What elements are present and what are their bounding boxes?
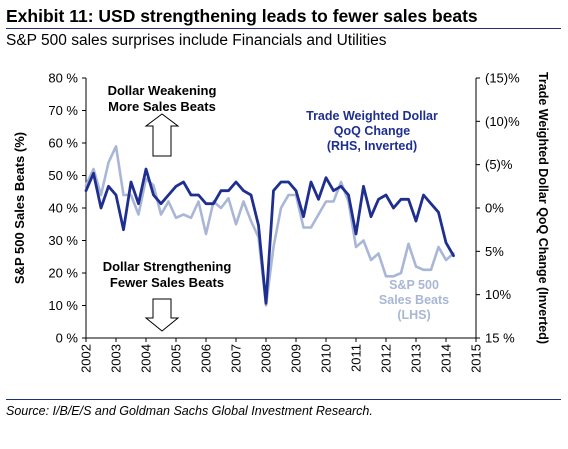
x-tick-label: 2004	[139, 344, 154, 373]
left-tick-label: 0 %	[56, 331, 79, 346]
sp500-sales-beats-line	[84, 145, 455, 307]
left-tick-label: 30 %	[48, 233, 78, 248]
up-arrow-icon	[144, 113, 180, 157]
right-axis-ticks: 15 % 10% 5% 0% (5)% (10)% (15)%	[476, 71, 520, 346]
x-tick-label: 2015	[469, 344, 484, 373]
sp-series-label: S&P 500 Sales Beats (LHS)	[379, 278, 449, 322]
left-tick-label: 70 %	[48, 103, 78, 118]
right-tick-label: (10)%	[485, 114, 520, 129]
left-tick-label: 40 %	[48, 201, 78, 216]
trade-label-line-1: Trade Weighted Dollar	[306, 109, 438, 123]
chart-subtitle: S&P 500 sales surprises include Financia…	[6, 32, 387, 49]
x-tick-label: 2002	[79, 344, 94, 373]
x-tick-label: 2010	[319, 344, 334, 373]
left-tick-label: 10 %	[48, 298, 78, 313]
right-axis-title: Trade Weighted Dollar QoQ Change (Invert…	[536, 72, 550, 344]
sp-label-line-3: (LHS)	[397, 308, 430, 322]
left-tick-label: 20 %	[48, 266, 78, 281]
weakening-line-2: More Sales Beats	[108, 99, 216, 114]
right-tick-label: 0%	[485, 201, 504, 216]
sp-label-line-2: Sales Beats	[379, 293, 449, 307]
trade-series-label: Trade Weighted Dollar QoQ Change (RHS, I…	[306, 109, 438, 153]
right-tick-label: (5)%	[485, 157, 513, 172]
strengthening-annotation: Dollar Strengthening Fewer Sales Beats	[103, 259, 232, 332]
x-axis-ticks: 2002 2003 2004 2005 2006 2007 2008 2009 2010 2011…	[79, 338, 484, 373]
chart-area: 0 % 10 % 20 % 30 % 40 % 50 % 60 % 70 % 80 % 15 %…	[12, 71, 550, 373]
x-tick-label: 2005	[169, 344, 184, 373]
trade-label-line-3: (RHS, Inverted)	[327, 139, 417, 153]
left-tick-label: 50 %	[48, 168, 78, 183]
sp-label-line-1: S&P 500	[389, 278, 439, 292]
x-tick-label: 2012	[379, 344, 394, 373]
left-tick-label: 60 %	[48, 136, 78, 151]
right-tick-label: 10%	[485, 287, 511, 302]
x-tick-label: 2009	[289, 344, 304, 373]
x-tick-label: 2014	[439, 344, 454, 373]
x-tick-label: 2008	[259, 344, 274, 373]
x-tick-label: 2007	[229, 344, 244, 373]
right-tick-label: 15 %	[485, 331, 515, 346]
right-tick-label: 5%	[485, 244, 504, 259]
x-tick-label: 2011	[349, 344, 364, 372]
left-tick-label: 80 %	[48, 71, 78, 86]
x-tick-label: 2013	[409, 344, 424, 373]
footer-divider	[6, 399, 561, 400]
weakening-line-1: Dollar Weakening	[108, 83, 217, 98]
strengthening-line-1: Dollar Strengthening	[103, 259, 232, 274]
weakening-annotation: Dollar Weakening More Sales Beats	[108, 83, 217, 157]
strengthening-line-2: Fewer Sales Beats	[110, 275, 224, 290]
right-tick-label: (15)%	[485, 71, 520, 86]
trade-weighted-dollar-line	[84, 167, 455, 305]
x-tick-label: 2003	[109, 344, 124, 373]
title-divider	[6, 28, 561, 29]
left-axis-title: S&P 500 Sales Beats (%)	[12, 132, 27, 284]
trade-label-line-2: QoQ Change	[334, 124, 410, 138]
series-layer	[84, 145, 455, 307]
chart-title: Exhibit 11: USD strengthening leads to f…	[6, 6, 478, 26]
x-tick-label: 2006	[199, 344, 214, 373]
left-axis-ticks: 0 % 10 % 20 % 30 % 40 % 50 % 60 % 70 % 80 %	[48, 71, 86, 346]
source-note: Source: I/B/E/S and Goldman Sachs Global…	[6, 404, 373, 418]
down-arrow-icon	[144, 298, 180, 332]
